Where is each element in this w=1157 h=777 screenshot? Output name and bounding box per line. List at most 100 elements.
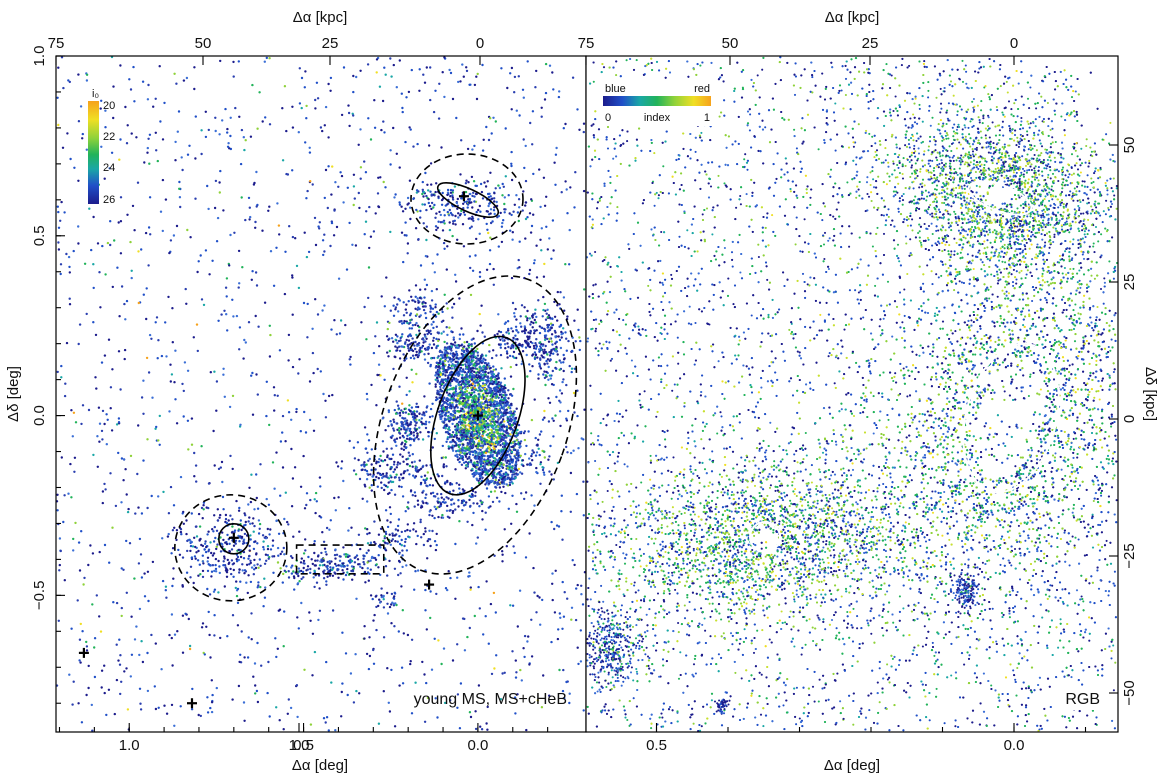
star-point bbox=[255, 205, 258, 208]
star-point bbox=[552, 249, 555, 252]
star-point bbox=[479, 452, 482, 456]
star-point bbox=[250, 473, 253, 476]
star-point bbox=[125, 667, 128, 670]
star-point bbox=[526, 640, 529, 643]
star-point bbox=[398, 436, 402, 439]
star-point bbox=[410, 437, 413, 441]
star-point bbox=[470, 399, 474, 402]
star-point bbox=[488, 415, 491, 419]
star-point bbox=[450, 446, 454, 449]
star-point bbox=[482, 432, 485, 435]
star-point bbox=[453, 425, 457, 428]
star-point bbox=[406, 633, 410, 637]
star-point bbox=[474, 457, 477, 460]
star-point bbox=[79, 661, 82, 664]
star-point bbox=[500, 465, 503, 468]
star-point bbox=[511, 330, 515, 333]
star-point bbox=[404, 140, 407, 144]
star-point bbox=[459, 80, 462, 83]
star-point bbox=[459, 368, 462, 371]
star-point bbox=[164, 198, 168, 201]
star-point bbox=[278, 233, 281, 236]
star-point bbox=[113, 239, 116, 242]
star-point bbox=[104, 109, 107, 112]
star-point bbox=[231, 614, 235, 617]
star-point bbox=[81, 137, 84, 140]
star-point bbox=[398, 429, 401, 432]
star-point bbox=[564, 180, 567, 183]
star-point bbox=[490, 429, 494, 432]
star-point bbox=[484, 387, 487, 390]
star-point bbox=[426, 346, 429, 349]
star-point bbox=[416, 434, 419, 437]
star-point bbox=[415, 372, 418, 376]
star-point bbox=[256, 542, 259, 545]
star-point bbox=[448, 363, 451, 367]
star-point bbox=[523, 327, 527, 331]
star-point bbox=[485, 268, 489, 271]
star-point bbox=[213, 370, 216, 373]
star-point bbox=[524, 144, 527, 148]
star-point bbox=[558, 359, 561, 362]
star-point bbox=[504, 347, 507, 350]
star-point bbox=[549, 358, 552, 361]
star-point bbox=[255, 373, 258, 376]
star-point bbox=[535, 315, 538, 319]
star-point bbox=[284, 491, 287, 494]
star-point bbox=[493, 490, 497, 493]
star-point bbox=[538, 331, 542, 335]
star-point bbox=[562, 353, 565, 357]
star-point bbox=[507, 389, 510, 392]
star-point bbox=[472, 427, 475, 430]
star-point bbox=[494, 445, 498, 448]
star-point bbox=[515, 439, 518, 442]
star-point bbox=[542, 308, 545, 312]
star-point bbox=[339, 319, 343, 322]
star-point bbox=[309, 723, 313, 726]
star-point bbox=[481, 402, 485, 405]
star-point bbox=[414, 494, 417, 498]
star-point bbox=[240, 128, 244, 132]
star-point bbox=[430, 207, 433, 211]
star-point bbox=[509, 455, 512, 458]
star-point bbox=[540, 115, 543, 118]
star-point bbox=[396, 463, 399, 466]
star-point bbox=[502, 397, 506, 400]
star-point bbox=[183, 361, 187, 364]
star-point bbox=[177, 110, 181, 113]
star-point bbox=[173, 381, 176, 384]
star-point bbox=[429, 590, 432, 593]
star-point bbox=[296, 616, 299, 619]
star-point bbox=[193, 66, 196, 69]
star-point bbox=[422, 308, 426, 312]
star-point bbox=[517, 331, 520, 334]
star-point bbox=[540, 249, 543, 252]
star-point bbox=[369, 235, 373, 238]
star-point bbox=[456, 576, 459, 579]
star-point bbox=[368, 654, 372, 658]
star-point bbox=[250, 612, 253, 615]
star-point bbox=[459, 173, 462, 176]
star-point bbox=[528, 268, 532, 272]
star-point bbox=[380, 128, 383, 132]
star-point bbox=[59, 219, 62, 222]
star-point bbox=[468, 448, 471, 452]
star-point bbox=[285, 172, 288, 176]
star-point bbox=[243, 338, 246, 342]
star-point bbox=[470, 372, 474, 375]
star-point bbox=[435, 325, 438, 328]
star-point bbox=[111, 285, 115, 289]
star-point bbox=[565, 188, 568, 191]
star-point bbox=[497, 343, 501, 346]
star-point bbox=[441, 71, 444, 74]
star-point bbox=[461, 394, 464, 397]
star-point bbox=[452, 364, 456, 367]
star-point bbox=[375, 71, 378, 74]
star-point bbox=[473, 370, 476, 374]
star-point bbox=[326, 206, 329, 210]
star-point bbox=[68, 80, 72, 84]
star-point bbox=[477, 453, 480, 456]
star-point bbox=[344, 652, 348, 655]
star-point bbox=[532, 172, 535, 176]
star-point bbox=[492, 392, 495, 395]
